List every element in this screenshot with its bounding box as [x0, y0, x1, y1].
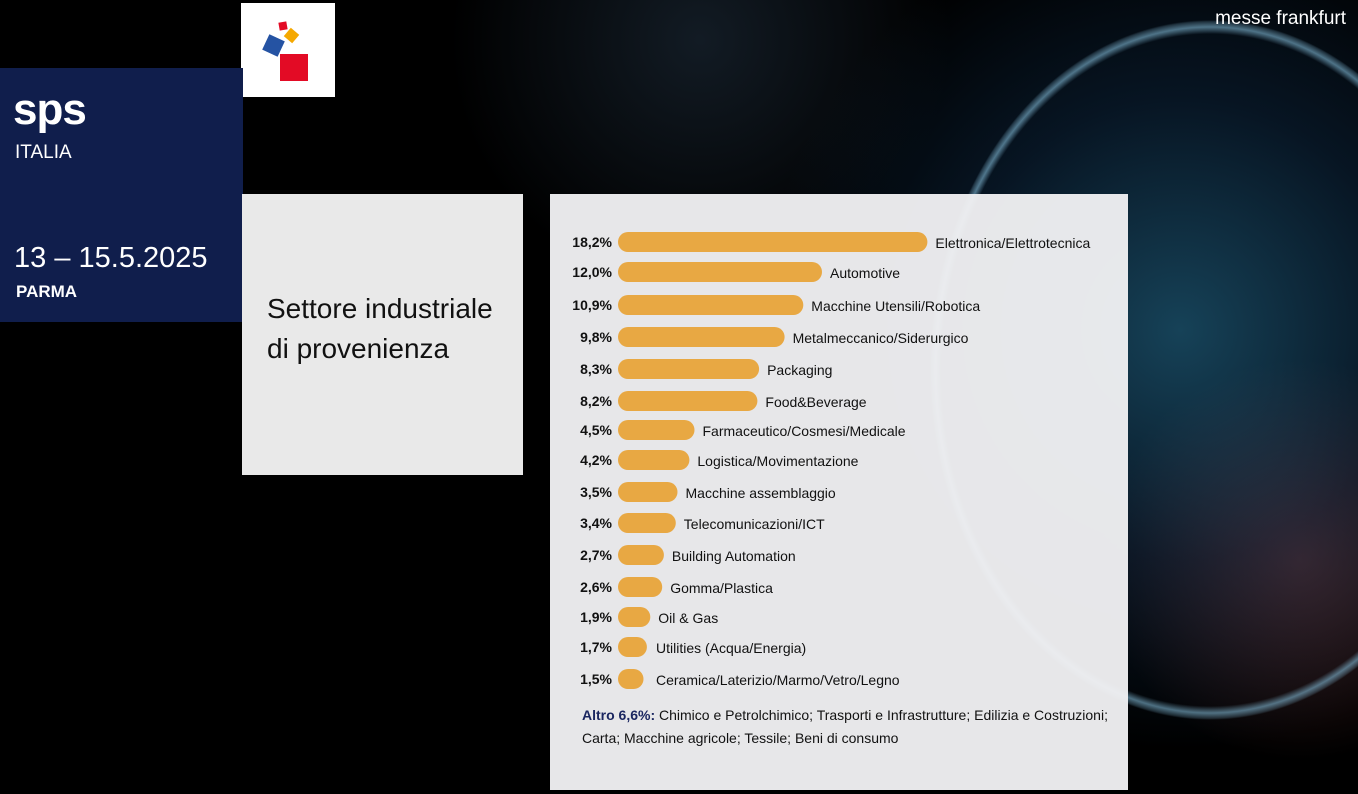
category-label: Oil & Gas	[658, 610, 718, 626]
messe-frankfurt-logo	[241, 3, 335, 97]
value-label: 2,7%	[580, 547, 612, 563]
value-label: 4,5%	[580, 422, 612, 438]
value-label: 8,3%	[580, 361, 612, 377]
event-dates: 13 – 15.5.2025	[14, 242, 208, 274]
category-label: Macchine Utensili/Robotica	[811, 298, 980, 314]
category-label: Food&Beverage	[765, 394, 866, 410]
other-note: Altro 6,6%: Chimico e Petrolchimico; Tra…	[582, 704, 1112, 750]
value-label: 4,2%	[580, 452, 612, 468]
bar	[618, 359, 760, 379]
slide-title: Settore industriale di provenienza	[267, 293, 493, 364]
bar	[618, 450, 690, 470]
value-label: 18,2%	[572, 234, 612, 250]
event-country: ITALIA	[15, 142, 72, 163]
bar-chart: 18,2% Elettronica/Elettrotecnica 12,0% Auto…	[572, 232, 1090, 689]
bar	[618, 545, 664, 565]
chart-panel: 18,2% Elettronica/Elettrotecnica 12,0% Auto…	[550, 194, 1128, 790]
value-label: 1,7%	[580, 639, 612, 655]
category-label: Metalmeccanico/Siderurgico	[793, 330, 969, 346]
bar	[618, 420, 695, 440]
value-label: 1,5%	[580, 671, 612, 687]
bar	[618, 295, 804, 315]
event-panel: sps ITALIA 13 – 15.5.2025 PARMA	[0, 68, 243, 322]
bar	[618, 262, 822, 282]
category-label: Utilities (Acqua/Energia)	[656, 640, 806, 656]
category-label: Elettronica/Elettrotecnica	[935, 235, 1090, 251]
value-label: 9,8%	[580, 329, 612, 345]
category-label: Automotive	[830, 265, 900, 281]
value-label: 8,2%	[580, 393, 612, 409]
bar	[618, 637, 647, 657]
bar	[618, 232, 928, 252]
bar	[618, 513, 676, 533]
bar	[618, 607, 651, 627]
bar	[618, 669, 644, 689]
category-label: Macchine assemblaggio	[686, 485, 836, 501]
category-label: Logistica/Movimentazione	[697, 453, 858, 469]
category-label: Ceramica/Laterizio/Marmo/Vetro/Legno	[656, 672, 900, 688]
value-label: 1,9%	[580, 609, 612, 625]
category-label: Packaging	[767, 362, 832, 378]
bar	[618, 391, 758, 411]
title-panel: Settore industriale di provenienza	[242, 194, 523, 475]
category-label: Building Automation	[672, 548, 796, 564]
other-note-text: Chimico e Petrolchimico; Trasporti e Inf…	[582, 707, 1108, 746]
value-label: 10,9%	[572, 297, 612, 313]
category-label: Telecomunicazioni/ICT	[684, 516, 825, 532]
event-city: PARMA	[16, 282, 78, 301]
bar	[618, 577, 663, 597]
bar	[618, 327, 785, 347]
bar	[618, 482, 678, 502]
value-label: 2,6%	[580, 579, 612, 595]
other-note-label: Altro 6,6%:	[582, 707, 656, 723]
value-label: 3,4%	[580, 515, 612, 531]
brand-name: messe frankfurt	[1215, 8, 1346, 29]
event-name: sps	[13, 85, 87, 134]
category-label: Farmaceutico/Cosmesi/Medicale	[703, 423, 906, 439]
value-label: 3,5%	[580, 484, 612, 500]
value-label: 12,0%	[572, 264, 612, 280]
category-label: Gomma/Plastica	[670, 580, 773, 596]
